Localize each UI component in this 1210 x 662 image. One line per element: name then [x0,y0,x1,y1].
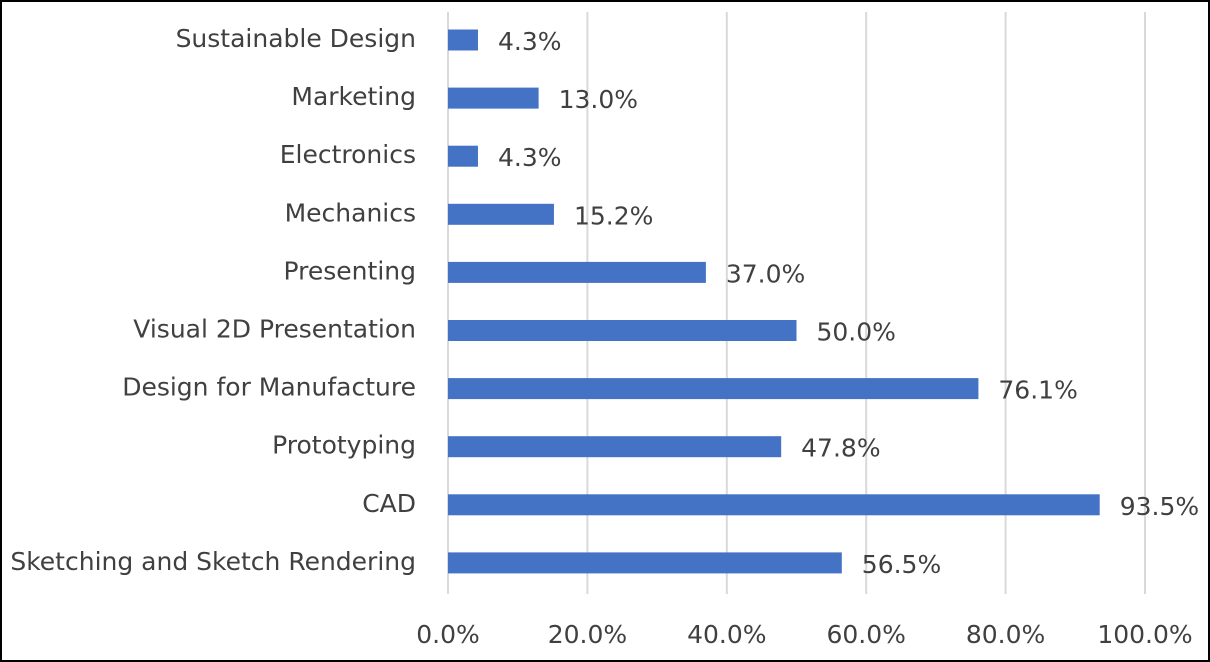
y-tick-label: Presenting [284,256,416,285]
data-label: 76.1% [998,376,1077,405]
y-tick-label: Sketching and Sketch Rendering [10,547,416,576]
bar [448,145,478,167]
x-tick-label: 100.0% [1097,620,1192,649]
y-tick-label: Design for Manufacture [122,373,416,402]
bar [448,320,797,341]
bar [448,203,554,225]
bar [448,29,478,51]
y-tick-label: Visual 2D Presentation [133,315,416,344]
x-tick-label: 20.0% [548,620,627,649]
y-tick-label: Sustainable Design [176,24,416,53]
data-label: 37.0% [726,259,805,288]
y-tick-label: Marketing [291,82,416,111]
data-label: 50.0% [817,318,896,347]
x-tick-label: 40.0% [687,620,766,649]
data-label: 4.3% [498,27,562,56]
data-label: 15.2% [574,201,653,230]
x-tick-label: 0.0% [416,620,480,649]
bar [448,436,782,458]
bar [448,87,539,109]
data-label: 13.0% [559,85,638,114]
y-tick-label: Mechanics [285,198,416,227]
x-tick-label: 80.0% [966,620,1045,649]
data-label: 56.5% [862,550,941,579]
bar [448,552,842,574]
bar [448,261,706,283]
x-tick-label: 60.0% [826,620,905,649]
y-tick-label: Electronics [280,140,416,169]
data-label: 4.3% [498,143,562,172]
y-tick-label: Prototyping [272,431,416,460]
bar [448,494,1100,516]
y-tick-label: CAD [362,489,416,518]
data-label: 93.5% [1120,492,1199,521]
bar [448,378,979,400]
data-label: 47.8% [801,434,880,463]
